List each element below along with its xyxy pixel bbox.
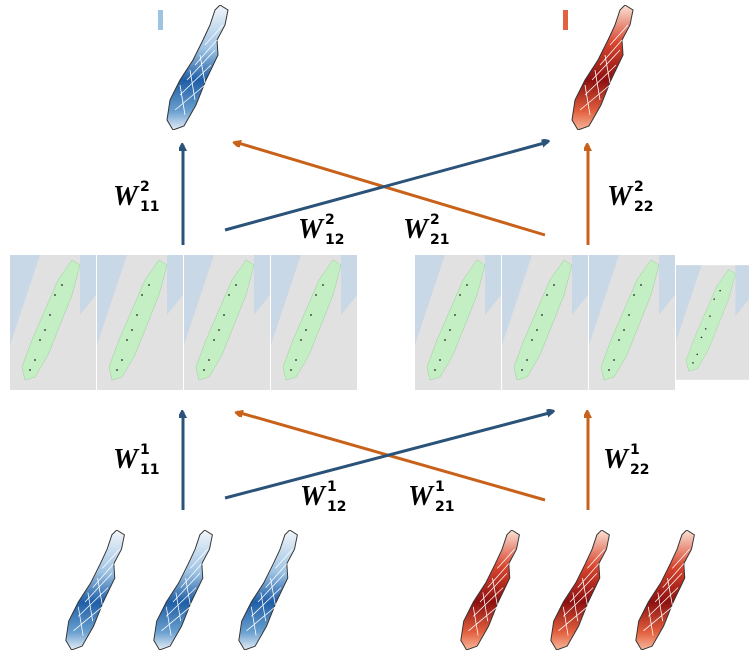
label-base: W: [113, 181, 140, 212]
label-base: W: [113, 444, 140, 475]
arrows: [183, 142, 588, 510]
label-base: W: [403, 214, 430, 245]
label-sub: 12: [325, 232, 344, 248]
label-sup: 1: [435, 479, 445, 495]
label-sup: 1: [140, 442, 150, 458]
label-base: W: [607, 181, 634, 212]
label-sub: 12: [327, 499, 346, 515]
label-base: W: [603, 444, 630, 475]
label-sup: 2: [140, 179, 150, 195]
label-sup: 2: [430, 212, 440, 228]
middle-panels: [10, 255, 749, 390]
label-base: W: [408, 481, 435, 512]
label-sub: 21: [430, 232, 449, 248]
label-base: W: [298, 214, 325, 245]
label-sub: 22: [630, 462, 649, 478]
label-sub: 22: [634, 199, 653, 215]
label-sup: 1: [327, 479, 337, 495]
label-sup: 2: [325, 212, 335, 228]
label-sup: 2: [634, 179, 644, 195]
label-sub: 21: [435, 499, 454, 515]
label-base: W: [300, 481, 327, 512]
label-sub: 11: [140, 462, 159, 478]
top-maps: [158, 5, 634, 130]
bottom-maps: [65, 530, 695, 650]
label-sup: 1: [630, 442, 640, 458]
weight-labels: W 2 11 W 2 12 W 2 21 W 2 22 W 1 11 W 1 1…: [113, 179, 653, 515]
label-sub: 11: [140, 199, 159, 215]
